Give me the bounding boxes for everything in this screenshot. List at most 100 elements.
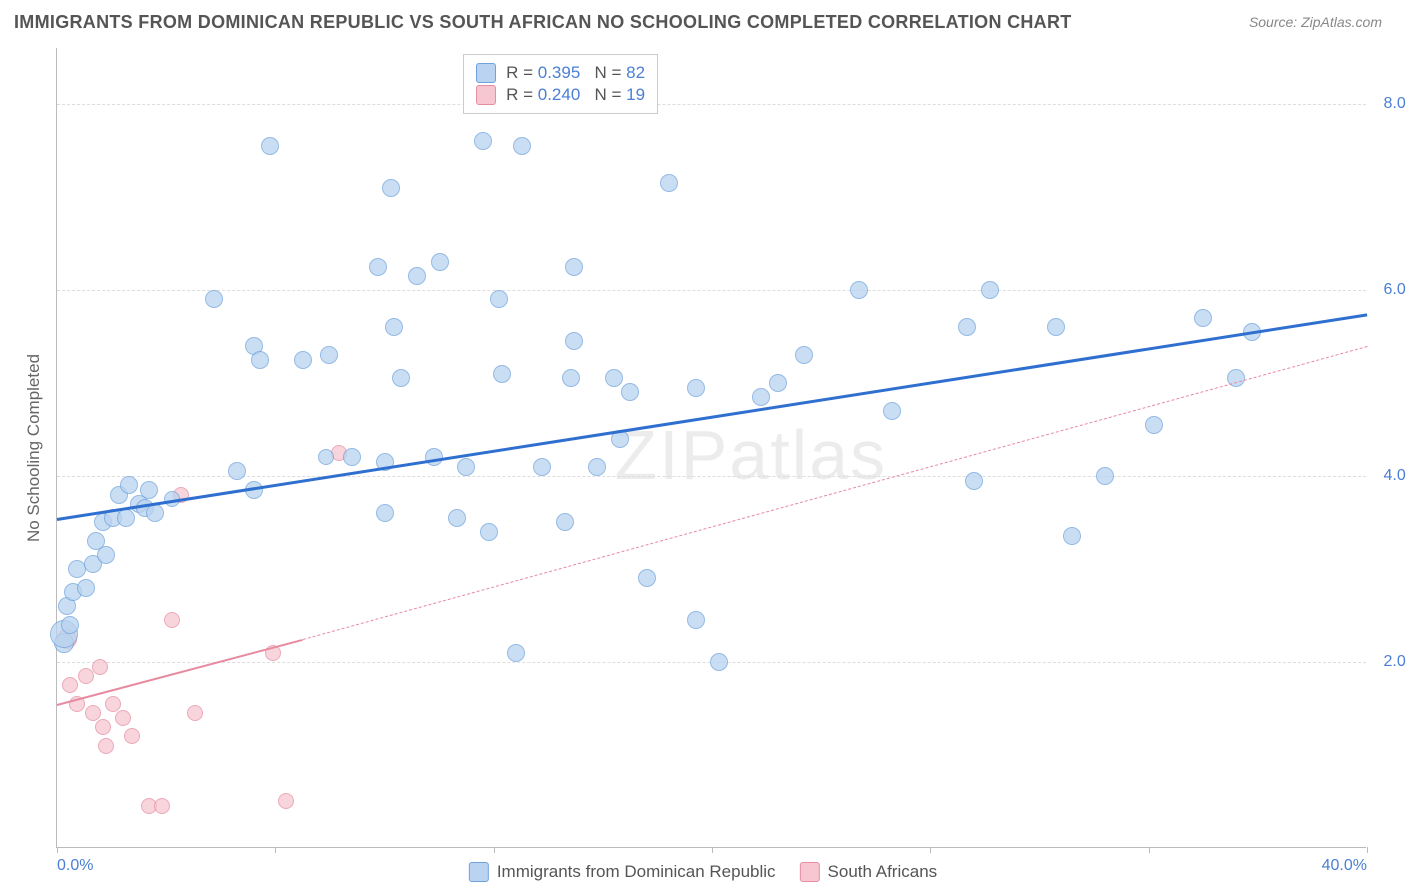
point-series-b [278, 793, 294, 809]
point-series-a [120, 476, 138, 494]
point-series-a [769, 374, 787, 392]
point-series-b [115, 710, 131, 726]
y-tick-label: 2.0% [1384, 653, 1406, 671]
source-credit: Source: ZipAtlas.com [1249, 14, 1382, 30]
point-series-a [320, 346, 338, 364]
x-tick [712, 847, 713, 853]
point-series-a [565, 258, 583, 276]
point-series-a [687, 611, 705, 629]
y-axis-label: No Schooling Completed [24, 354, 44, 542]
legend-item-b: South Africans [800, 862, 938, 882]
point-series-a [752, 388, 770, 406]
point-series-b [154, 798, 170, 814]
point-series-a [490, 290, 508, 308]
x-tick-label: 0.0% [57, 857, 93, 875]
point-series-a [431, 253, 449, 271]
point-series-a [251, 351, 269, 369]
x-tick [275, 847, 276, 853]
point-series-a [382, 179, 400, 197]
point-series-a [369, 258, 387, 276]
point-series-a [376, 504, 394, 522]
legend-stats-text: R = 0.240 N = 19 [506, 85, 645, 105]
point-series-a [958, 318, 976, 336]
point-series-a [117, 509, 135, 527]
legend-swatch [476, 85, 496, 105]
point-series-b [105, 696, 121, 712]
point-series-a [385, 318, 403, 336]
point-series-a [493, 365, 511, 383]
point-series-a [343, 448, 361, 466]
point-series-a [77, 579, 95, 597]
x-tick [1367, 847, 1368, 853]
x-tick [494, 847, 495, 853]
point-series-b [85, 705, 101, 721]
legend-item-a: Immigrants from Dominican Republic [469, 862, 776, 882]
point-series-a [228, 462, 246, 480]
point-series-a [513, 137, 531, 155]
x-tick [1149, 847, 1150, 853]
point-series-a [140, 481, 158, 499]
point-series-b [187, 705, 203, 721]
plot-area: ZIPatlas 2.0%4.0%6.0%8.0%0.0%40.0%R = 0.… [56, 48, 1366, 848]
point-series-a [1194, 309, 1212, 327]
point-series-a [965, 472, 983, 490]
point-series-a [318, 449, 334, 465]
point-series-a [294, 351, 312, 369]
legend-swatch-b [800, 862, 820, 882]
point-series-a [710, 653, 728, 671]
point-series-b [95, 719, 111, 735]
point-series-a [621, 383, 639, 401]
point-series-a [97, 546, 115, 564]
legend-label-a: Immigrants from Dominican Republic [497, 862, 776, 882]
point-series-a [480, 523, 498, 541]
point-series-a [146, 504, 164, 522]
point-series-a [1063, 527, 1081, 545]
point-series-a [638, 569, 656, 587]
legend-stats-text: R = 0.395 N = 82 [506, 63, 645, 83]
legend-stats-row: R = 0.395 N = 82 [476, 63, 645, 83]
legend-stats-row: R = 0.240 N = 19 [476, 85, 645, 105]
chart-container: IMMIGRANTS FROM DOMINICAN REPUBLIC VS SO… [0, 0, 1406, 892]
point-series-a [408, 267, 426, 285]
y-tick-label: 4.0% [1384, 467, 1406, 485]
point-series-a [61, 616, 79, 634]
point-series-b [62, 677, 78, 693]
x-tick-label: 40.0% [1322, 857, 1367, 875]
point-series-a [562, 369, 580, 387]
legend-swatch [476, 63, 496, 83]
point-series-b [92, 659, 108, 675]
point-series-a [687, 379, 705, 397]
point-series-b [98, 738, 114, 754]
point-series-a [1047, 318, 1065, 336]
point-series-a [1096, 467, 1114, 485]
point-series-a [457, 458, 475, 476]
x-tick [57, 847, 58, 853]
point-series-a [205, 290, 223, 308]
point-series-a [795, 346, 813, 364]
point-series-a [660, 174, 678, 192]
point-series-a [507, 644, 525, 662]
point-series-a [533, 458, 551, 476]
point-series-a [261, 137, 279, 155]
y-tick-label: 8.0% [1384, 95, 1406, 113]
point-series-a [883, 402, 901, 420]
legend-stats-box: R = 0.395 N = 82R = 0.240 N = 19 [463, 54, 658, 114]
point-series-a [556, 513, 574, 531]
point-series-a [588, 458, 606, 476]
point-series-a [1145, 416, 1163, 434]
regression-line-b-dashed [302, 346, 1367, 640]
legend-swatch-a [469, 862, 489, 882]
point-series-a [448, 509, 466, 527]
point-series-a [565, 332, 583, 350]
point-series-b [124, 728, 140, 744]
y-tick-label: 6.0% [1384, 281, 1406, 299]
point-series-a [605, 369, 623, 387]
point-series-a [850, 281, 868, 299]
point-series-a [68, 560, 86, 578]
x-tick [930, 847, 931, 853]
point-series-a [392, 369, 410, 387]
point-series-a [474, 132, 492, 150]
point-series-a [981, 281, 999, 299]
legend-label-b: South Africans [828, 862, 938, 882]
point-series-b [164, 612, 180, 628]
